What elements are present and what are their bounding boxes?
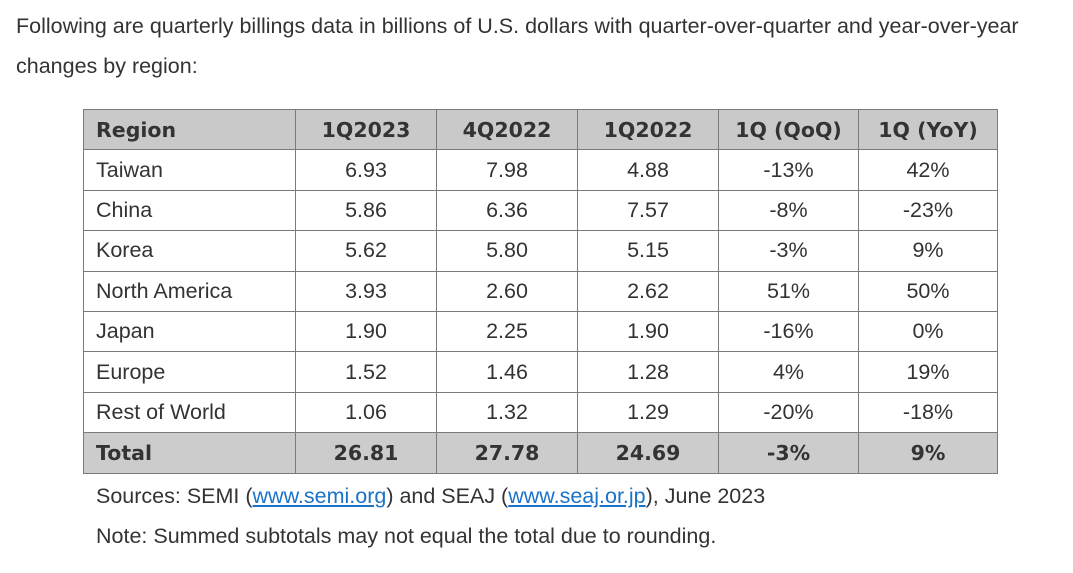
change-cell: -8% bbox=[718, 189, 859, 232]
table-row: China 5.86 6.36 7.57 -8% -23% bbox=[83, 189, 998, 232]
sources-middle: ) and SEAJ ( bbox=[386, 484, 509, 508]
change-cell: -18% bbox=[858, 391, 998, 434]
change-cell: -3% bbox=[718, 230, 859, 272]
header-region: Region bbox=[83, 108, 296, 151]
value-cell: 2.25 bbox=[436, 310, 578, 353]
sources-prefix: Sources: SEMI ( bbox=[96, 484, 253, 508]
sources-line: Sources: SEMI (www.semi.org) and SEAJ (w… bbox=[96, 476, 765, 516]
value-cell: 5.15 bbox=[577, 230, 719, 272]
value-cell: 1.32 bbox=[436, 391, 578, 434]
total-yoy: 9% bbox=[858, 432, 998, 474]
region-cell: China bbox=[83, 189, 296, 232]
change-cell: 9% bbox=[858, 230, 998, 272]
value-cell: 1.90 bbox=[295, 310, 437, 353]
change-cell: -16% bbox=[718, 310, 859, 353]
header-qoq: 1Q (QoQ) bbox=[718, 108, 859, 151]
sources-suffix: ), June 2023 bbox=[645, 484, 766, 508]
region-cell: Europe bbox=[83, 351, 296, 393]
value-cell: 4.88 bbox=[577, 149, 719, 191]
region-cell: Korea bbox=[83, 230, 296, 272]
value-cell: 2.62 bbox=[577, 270, 719, 312]
table-row: Rest of World 1.06 1.32 1.29 -20% -18% bbox=[83, 391, 998, 434]
value-cell: 6.93 bbox=[295, 149, 437, 191]
table-header-row: Region 1Q2023 4Q2022 1Q2022 1Q (QoQ) 1Q … bbox=[83, 108, 998, 151]
value-cell: 1.90 bbox=[577, 310, 719, 353]
rounding-note: Note: Summed subtotals may not equal the… bbox=[96, 524, 717, 548]
value-cell: 7.98 bbox=[436, 149, 578, 191]
table-row: Taiwan 6.93 7.98 4.88 -13% 42% bbox=[83, 149, 998, 191]
total-4q2022: 27.78 bbox=[436, 432, 578, 474]
region-cell: Taiwan bbox=[83, 149, 296, 191]
value-cell: 1.29 bbox=[577, 391, 719, 434]
value-cell: 1.06 bbox=[295, 391, 437, 434]
change-cell: -20% bbox=[718, 391, 859, 434]
change-cell: 4% bbox=[718, 351, 859, 393]
value-cell: 5.86 bbox=[295, 189, 437, 232]
total-label: Total bbox=[83, 432, 296, 474]
billings-table: Region 1Q2023 4Q2022 1Q2022 1Q (QoQ) 1Q … bbox=[83, 108, 998, 474]
intro-paragraph: Following are quarterly billings data in… bbox=[16, 14, 1019, 78]
change-cell: -23% bbox=[858, 189, 998, 232]
total-1q2023: 26.81 bbox=[295, 432, 437, 474]
value-cell: 5.62 bbox=[295, 230, 437, 272]
change-cell: 50% bbox=[858, 270, 998, 312]
value-cell: 2.60 bbox=[436, 270, 578, 312]
table-row: Japan 1.90 2.25 1.90 -16% 0% bbox=[83, 310, 998, 353]
change-cell: 19% bbox=[858, 351, 998, 393]
total-row: Total 26.81 27.78 24.69 -3% 9% bbox=[83, 432, 998, 474]
change-cell: -13% bbox=[718, 149, 859, 191]
region-cell: North America bbox=[83, 270, 296, 312]
seaj-link[interactable]: www.seaj.or.jp bbox=[508, 484, 646, 508]
total-1q2022: 24.69 bbox=[577, 432, 719, 474]
value-cell: 1.28 bbox=[577, 351, 719, 393]
value-cell: 6.36 bbox=[436, 189, 578, 232]
value-cell: 1.46 bbox=[436, 351, 578, 393]
table-row: Europe 1.52 1.46 1.28 4% 19% bbox=[83, 351, 998, 393]
region-cell: Japan bbox=[83, 310, 296, 353]
table-row: Korea 5.62 5.80 5.15 -3% 9% bbox=[83, 230, 998, 272]
header-yoy: 1Q (YoY) bbox=[858, 108, 998, 151]
value-cell: 7.57 bbox=[577, 189, 719, 232]
header-1q2022: 1Q2022 bbox=[577, 108, 719, 151]
header-4q2022: 4Q2022 bbox=[436, 108, 578, 151]
value-cell: 1.52 bbox=[295, 351, 437, 393]
table-row: North America 3.93 2.60 2.62 51% 50% bbox=[83, 270, 998, 312]
change-cell: 42% bbox=[858, 149, 998, 191]
region-cell: Rest of World bbox=[83, 391, 296, 434]
value-cell: 5.80 bbox=[436, 230, 578, 272]
semi-link[interactable]: www.semi.org bbox=[252, 484, 387, 508]
value-cell: 3.93 bbox=[295, 270, 437, 312]
total-qoq: -3% bbox=[718, 432, 859, 474]
change-cell: 0% bbox=[858, 310, 998, 353]
header-1q2023: 1Q2023 bbox=[295, 108, 437, 151]
change-cell: 51% bbox=[718, 270, 859, 312]
